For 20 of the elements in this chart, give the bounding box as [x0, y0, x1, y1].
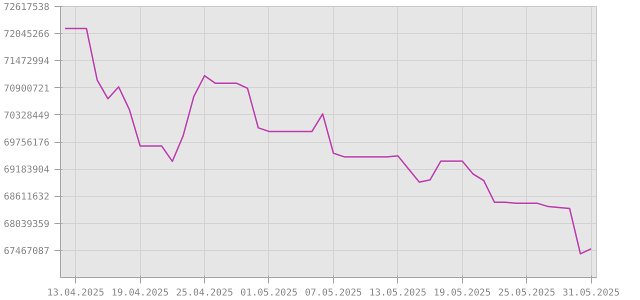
x-tick-label: 13.05.2025: [369, 288, 426, 298]
x-tick-label: 31.05.2025: [562, 288, 620, 298]
x-tick-label: 19.04.2025: [112, 288, 169, 298]
y-tick-label: 71472994: [4, 56, 50, 68]
x-tick-label: 13.04.2025: [47, 288, 104, 298]
y-tick-label: 70900721: [4, 83, 50, 94]
y-tick-label: 72617538: [4, 2, 50, 13]
y-tick-label: 70328449: [4, 110, 50, 122]
x-tick-label: 07.05.2025: [304, 288, 362, 298]
y-tick-label: 68039359: [4, 218, 50, 230]
x-tick-label: 19.05.2025: [434, 288, 491, 298]
line-series: [64, 28, 592, 255]
x-tick-label: 25.04.2025: [176, 288, 234, 298]
y-tick-label: 68611632: [4, 192, 50, 203]
y-tick-label: 69183904: [4, 164, 50, 176]
x-tick-label: 01.05.2025: [240, 288, 298, 298]
y-tick-label: 72045266: [4, 29, 50, 40]
y-tick-label: 69756176: [4, 138, 50, 148]
y-tick-label: 67467087: [4, 246, 50, 257]
x-tick-label: 25.05.2025: [498, 288, 556, 298]
